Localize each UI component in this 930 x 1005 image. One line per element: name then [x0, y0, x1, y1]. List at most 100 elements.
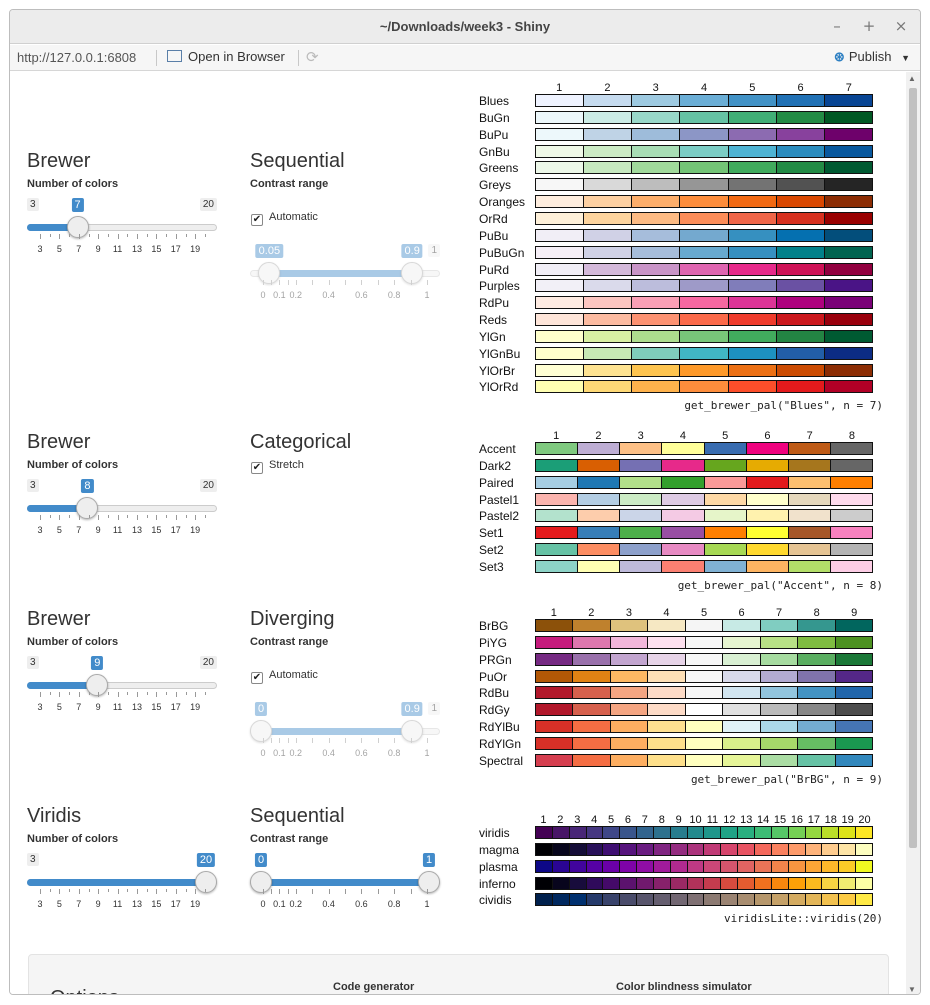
- minimize-button[interactable]: –: [833, 17, 841, 35]
- number-of-colors-slider[interactable]: 3 20 3 5 7 9 11 13 15 17 19: [27, 853, 217, 909]
- palette-row[interactable]: PuBu: [479, 228, 873, 243]
- palette-swatches[interactable]: [535, 876, 873, 890]
- palette-swatches[interactable]: [535, 842, 873, 856]
- palette-swatches[interactable]: [535, 161, 873, 175]
- palette-row[interactable]: YlGnBu: [479, 346, 873, 361]
- palette-swatches[interactable]: [535, 458, 873, 472]
- palette-row[interactable]: RdPu: [479, 296, 873, 310]
- number-of-colors-slider[interactable]: 3 20 7 3 5 7 9 11 13 15 17 19: [27, 198, 217, 254]
- palette-swatches[interactable]: [535, 669, 873, 683]
- palette-swatches[interactable]: [535, 543, 873, 557]
- slider-handle[interactable]: [86, 674, 109, 696]
- range-handle-to[interactable]: [418, 871, 440, 893]
- palette-swatches[interactable]: [535, 313, 873, 327]
- slider-handle[interactable]: [66, 216, 89, 238]
- palette-swatches[interactable]: [535, 346, 873, 360]
- number-of-colors-slider[interactable]: 3 20 9 3 5 7 9 11 13 15 17 19: [27, 656, 217, 712]
- palette-swatches[interactable]: [535, 859, 873, 873]
- maximize-button[interactable]: +: [862, 17, 876, 35]
- palette-row[interactable]: viridis: [479, 826, 873, 840]
- palette-row[interactable]: PuBuGn: [479, 245, 873, 260]
- palette-swatches[interactable]: [535, 753, 873, 767]
- palette-swatches[interactable]: [535, 703, 873, 717]
- palette-swatches[interactable]: [535, 110, 873, 124]
- palette-swatches[interactable]: [535, 127, 873, 141]
- palette-row[interactable]: Set3: [479, 559, 873, 574]
- palette-row[interactable]: YlOrBr: [479, 363, 873, 378]
- palette-row[interactable]: PRGn: [479, 652, 873, 667]
- palette-swatches[interactable]: [535, 178, 873, 192]
- palette-row[interactable]: RdYlGn: [479, 736, 873, 751]
- palette-swatches[interactable]: [535, 211, 873, 225]
- palette-row[interactable]: Reds: [479, 313, 873, 327]
- checkbox-box[interactable]: ✔: [251, 462, 263, 474]
- palette-swatches[interactable]: [535, 826, 873, 839]
- range-handle-from[interactable]: [258, 262, 281, 284]
- palette-row[interactable]: Set2: [479, 543, 873, 557]
- palette-row[interactable]: GnBu: [479, 144, 873, 159]
- palette-swatches[interactable]: [535, 475, 873, 489]
- contrast-range-slider[interactable]: 0.05 0.9 1 0 0.1 0.2 0.4 0.6 0.8 1: [250, 244, 440, 300]
- palette-row[interactable]: plasma: [479, 859, 873, 874]
- range-track[interactable]: [250, 270, 440, 277]
- palette-row[interactable]: Spectral: [479, 753, 873, 768]
- range-handle-to[interactable]: [401, 262, 424, 284]
- contrast-range-slider[interactable]: 0 1 0 0.1 0.2 0.4 0.6 0.8 1: [250, 853, 440, 909]
- open-in-browser-button[interactable]: Open in Browser: [167, 49, 285, 64]
- palette-row[interactable]: magma: [479, 842, 873, 857]
- palette-swatches[interactable]: [535, 509, 873, 523]
- palette-swatches[interactable]: [535, 442, 873, 455]
- palette-row[interactable]: RdYlBu: [479, 720, 873, 734]
- palette-row[interactable]: PuRd: [479, 262, 873, 277]
- palette-row[interactable]: Set1: [479, 526, 873, 540]
- checkbox-stretch[interactable]: ✔ Stretch: [251, 459, 304, 474]
- refresh-icon[interactable]: ⟳: [306, 49, 319, 66]
- scroll-down-icon[interactable]: ▼: [908, 985, 916, 994]
- palette-row[interactable]: BuPu: [479, 127, 873, 142]
- palette-row[interactable]: RdBu: [479, 686, 873, 700]
- palette-swatches[interactable]: [535, 329, 873, 343]
- palette-swatches[interactable]: [535, 262, 873, 276]
- slider-handle[interactable]: [195, 871, 217, 893]
- slider-handle[interactable]: [76, 497, 99, 519]
- palette-swatches[interactable]: [535, 94, 873, 107]
- checkbox-box[interactable]: ✔: [251, 672, 263, 684]
- palette-row[interactable]: Accent: [479, 442, 873, 456]
- palette-swatches[interactable]: [535, 559, 873, 573]
- palette-row[interactable]: Purples: [479, 279, 873, 293]
- palette-swatches[interactable]: [535, 144, 873, 158]
- palette-swatches[interactable]: [535, 363, 873, 377]
- palette-row[interactable]: inferno: [479, 876, 873, 891]
- palette-row[interactable]: BuGn: [479, 110, 873, 125]
- number-of-colors-slider[interactable]: 3 20 8 3 5 7 9 11 13 15 17 19: [27, 479, 217, 535]
- palette-swatches[interactable]: [535, 652, 873, 666]
- palette-swatches[interactable]: [535, 635, 873, 649]
- scroll-up-icon[interactable]: ▲: [908, 74, 916, 83]
- range-handle-to[interactable]: [401, 720, 424, 742]
- checkbox-box[interactable]: ✔: [251, 214, 263, 226]
- palette-swatches[interactable]: [535, 380, 873, 394]
- palette-swatches[interactable]: [535, 296, 873, 310]
- publish-button[interactable]: ⊛ Publish ▼: [834, 49, 910, 65]
- checkbox-automatic[interactable]: ✔ Automatic: [251, 211, 318, 226]
- palette-row[interactable]: Oranges: [479, 195, 873, 209]
- palette-swatches[interactable]: [535, 195, 873, 209]
- palette-row[interactable]: Dark2: [479, 458, 873, 473]
- palette-row[interactable]: OrRd: [479, 211, 873, 226]
- palette-row[interactable]: YlOrRd: [479, 380, 873, 394]
- palette-row[interactable]: Paired: [479, 475, 873, 490]
- palette-row[interactable]: Greens: [479, 161, 873, 175]
- checkbox-automatic[interactable]: ✔ Automatic: [251, 669, 318, 684]
- palette-swatches[interactable]: [535, 736, 873, 750]
- palette-row[interactable]: Pastel1: [479, 492, 873, 507]
- palette-swatches[interactable]: [535, 279, 873, 293]
- palette-row[interactable]: Greys: [479, 178, 873, 192]
- palette-row[interactable]: Pastel2: [479, 509, 873, 523]
- palette-row[interactable]: YlGn: [479, 329, 873, 344]
- palette-swatches[interactable]: [535, 526, 873, 540]
- palette-swatches[interactable]: [535, 245, 873, 259]
- palette-row[interactable]: Blues: [479, 94, 873, 108]
- palette-swatches[interactable]: [535, 492, 873, 506]
- palette-row[interactable]: RdGy: [479, 703, 873, 717]
- palette-swatches[interactable]: [535, 893, 873, 907]
